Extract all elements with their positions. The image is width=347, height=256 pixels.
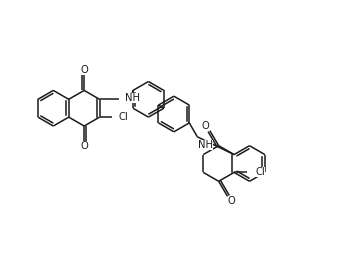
Text: NH: NH xyxy=(198,140,213,150)
Text: O: O xyxy=(228,196,235,206)
Text: O: O xyxy=(80,65,88,75)
Text: O: O xyxy=(80,141,88,151)
Text: Cl: Cl xyxy=(119,112,128,122)
Text: Cl: Cl xyxy=(255,167,265,177)
Text: NH: NH xyxy=(125,93,140,103)
Text: O: O xyxy=(202,121,210,131)
